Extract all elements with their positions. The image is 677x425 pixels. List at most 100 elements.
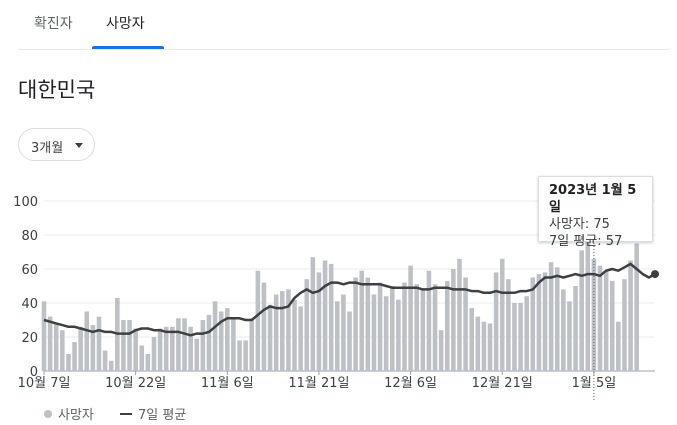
bar <box>512 303 517 371</box>
legend-label-deaths: 사망자 <box>58 408 94 423</box>
bar <box>261 282 267 371</box>
bar <box>279 291 285 371</box>
bar <box>628 260 633 371</box>
seven-day-average-line <box>43 262 656 337</box>
bar <box>536 274 542 371</box>
bar <box>579 250 584 371</box>
bar <box>542 272 548 371</box>
bar <box>371 294 377 371</box>
bar <box>163 326 169 371</box>
bar <box>188 326 193 371</box>
x-tick-label: 10월 22일 <box>105 376 166 391</box>
bar <box>506 279 511 371</box>
bar <box>231 318 236 371</box>
bar <box>267 304 273 371</box>
bar <box>225 308 230 371</box>
bar <box>292 299 297 371</box>
bar <box>176 318 181 371</box>
bar <box>561 289 566 371</box>
average-point-marker <box>651 270 659 279</box>
bar <box>243 340 248 371</box>
bar <box>377 282 383 371</box>
bar <box>383 296 389 371</box>
bar <box>255 270 261 371</box>
legend-item-average: 7일 평균 <box>120 404 186 423</box>
bar <box>463 277 468 371</box>
bar <box>487 323 493 371</box>
bar <box>548 262 554 371</box>
legend-line-icon <box>120 413 132 415</box>
chart-tooltip: 2023년 1월 5일 사망자: 75 7일 평균: 57 <box>538 176 653 249</box>
bar <box>206 314 212 371</box>
tab-selected-indicator <box>92 46 164 49</box>
tooltip-date: 2023년 1월 5일 <box>549 183 637 215</box>
bar <box>530 277 536 371</box>
bar <box>200 320 206 371</box>
x-tick-label: 11월 21일 <box>288 376 349 391</box>
bar <box>359 270 365 371</box>
bar <box>469 308 474 371</box>
bar <box>273 294 279 371</box>
bar <box>499 258 505 371</box>
bar <box>127 320 132 371</box>
bar <box>616 321 621 371</box>
bar <box>151 337 157 371</box>
tab-deaths[interactable]: 사망자 <box>106 16 145 32</box>
bar <box>310 257 316 371</box>
bar <box>609 280 615 371</box>
bar <box>420 289 426 371</box>
bar <box>493 272 499 371</box>
bar <box>634 243 639 371</box>
bar <box>396 299 401 371</box>
bar <box>41 301 47 371</box>
bar <box>334 301 340 371</box>
bar <box>328 263 334 371</box>
bar <box>451 269 456 371</box>
bar <box>72 342 77 371</box>
bar <box>603 270 609 371</box>
y-tick-label: 40 <box>21 297 38 312</box>
tooltip-deaths: 사망자: 75 <box>549 217 610 232</box>
period-dropdown[interactable]: 3개월 <box>18 128 95 161</box>
bar <box>347 311 352 371</box>
period-label: 3개월 <box>31 141 64 156</box>
bar <box>157 328 163 371</box>
y-tick-label: 20 <box>21 331 38 346</box>
bar <box>567 301 572 371</box>
bar <box>286 289 291 371</box>
bar <box>414 284 420 371</box>
bar <box>237 340 242 371</box>
bar <box>139 345 145 371</box>
bar <box>90 325 96 371</box>
bar <box>402 282 407 371</box>
bar <box>457 258 462 371</box>
bar <box>389 286 395 371</box>
bar <box>249 318 255 371</box>
bar <box>47 316 53 371</box>
region-title: 대한민국 <box>18 78 96 102</box>
bar <box>432 284 438 371</box>
y-tick-label: 60 <box>21 263 38 278</box>
bar <box>518 303 523 371</box>
bar <box>53 323 59 371</box>
bar <box>145 354 151 371</box>
bar <box>84 311 90 371</box>
bar <box>444 280 450 371</box>
x-tick-label: 12월 21일 <box>472 376 533 391</box>
bar <box>121 320 126 371</box>
bar <box>591 258 597 371</box>
bar <box>212 301 218 371</box>
bar <box>554 267 560 371</box>
x-tick-label: 11월 6일 <box>201 376 254 391</box>
bar <box>194 338 200 371</box>
bar <box>622 279 627 371</box>
bar <box>438 330 444 371</box>
y-tick-label: 80 <box>21 229 38 244</box>
legend-dot-icon <box>44 410 52 418</box>
bar <box>475 316 481 371</box>
bar <box>426 270 432 371</box>
bar <box>573 286 578 371</box>
tab-cases[interactable]: 확진자 <box>34 16 73 32</box>
y-tick-label: 100 <box>13 195 38 210</box>
